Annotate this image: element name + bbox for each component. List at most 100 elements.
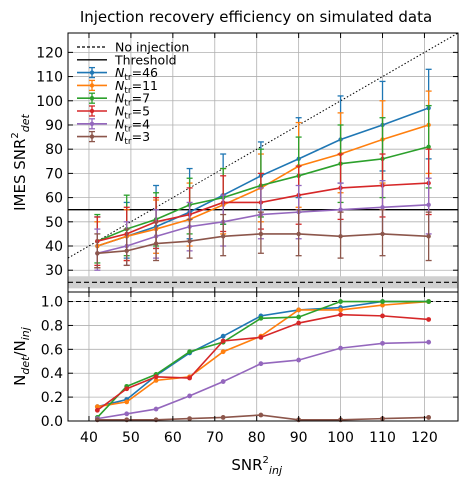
bottom-point-N5-6 xyxy=(296,320,302,326)
top-y-tick-label-7: 100 xyxy=(36,94,63,110)
top-y-tick-label-0: 30 xyxy=(45,263,63,279)
bottom-point-N4-1 xyxy=(124,411,130,417)
top-point-N3-6 xyxy=(296,231,301,237)
bottom-point-N4-8 xyxy=(380,340,385,346)
top-point-N3-9 xyxy=(426,234,431,239)
bottom-point-N3-5 xyxy=(258,412,264,418)
legend-label-N4-part: N xyxy=(115,116,125,131)
bottom-series-line-N11 xyxy=(97,300,429,408)
legend-marker-N7 xyxy=(89,96,95,101)
legend-label-N5-part: tr xyxy=(124,112,132,122)
bottom-point-N5-0 xyxy=(94,407,100,413)
bottom-y-tick-label-1: 0.2 xyxy=(41,390,63,406)
legend-label-N11-part: =11 xyxy=(132,78,158,93)
chart-title: Injection recovery efficiency on simulat… xyxy=(80,8,432,26)
legend-label-N46-part: N xyxy=(115,65,125,80)
bottom-point-N4-5 xyxy=(258,361,264,367)
top-y-tick-label-8: 110 xyxy=(36,70,63,86)
top-y-tick-label-4: 70 xyxy=(45,166,63,182)
legend-label-N7-part: =7 xyxy=(132,91,150,106)
legend-marker-N5 xyxy=(89,108,95,114)
legend-label-N46-part: =46 xyxy=(132,65,158,80)
legend-label-N11: Ntr=11 xyxy=(115,78,158,96)
legend-marker-N3 xyxy=(89,134,95,139)
bottom-point-N7-7 xyxy=(338,299,343,304)
bottom-point-N5-2 xyxy=(153,374,159,380)
bottom-point-N3-4 xyxy=(220,415,226,420)
legend-label-no_injection: No injection xyxy=(115,40,189,55)
legend-label-N5: Ntr=5 xyxy=(115,104,150,122)
bottom-point-N7-8 xyxy=(380,299,385,304)
identity-line xyxy=(67,32,459,259)
top-point-N3-8 xyxy=(380,231,385,237)
bottom-y-tick-label-5: 1.0 xyxy=(41,295,63,311)
bottom-y-axis-label-part: /N xyxy=(11,340,29,356)
x-axis-label: SNR2inj xyxy=(231,455,283,477)
bottom-point-N4-4 xyxy=(220,379,226,384)
top-point-N4-8 xyxy=(380,205,385,210)
top-point-N3-1 xyxy=(124,248,129,254)
top-point-N3-0 xyxy=(95,251,100,256)
bottom-point-N7-3 xyxy=(187,349,193,355)
top-y-tick-label-9: 120 xyxy=(36,45,63,61)
legend-label-N7-part: tr xyxy=(124,99,132,109)
legend-label-threshold: Threshold xyxy=(114,52,177,67)
top-series-line-N46 xyxy=(97,107,429,247)
bottom-point-N5-7 xyxy=(338,312,343,318)
top-point-N4-9 xyxy=(426,202,431,208)
bottom-series-line-N7 xyxy=(96,300,429,418)
bottom-y-tick-label-2: 0.4 xyxy=(41,366,63,382)
bottom-y-tick-label-3: 0.6 xyxy=(41,342,63,358)
legend-label-N11-part: tr xyxy=(124,86,132,96)
bottom-series-line-N5 xyxy=(96,313,429,411)
bottom-y-axis-label: Ndet/Ninj xyxy=(11,326,32,386)
bottom-point-N7-6 xyxy=(296,314,302,320)
x-tick-label-2: 60 xyxy=(164,430,182,446)
bottom-point-N5-1 xyxy=(124,386,130,392)
bottom-y-tick-label-4: 0.8 xyxy=(41,318,63,334)
bottom-point-N11-7 xyxy=(338,307,343,313)
bottom-point-N3-9 xyxy=(426,415,432,420)
legend-label-N4: Ntr=4 xyxy=(115,116,150,134)
legend-label-N4-part: tr xyxy=(124,124,132,134)
bottom-y-axis-label-part: N xyxy=(11,375,29,386)
bottom-point-N5-8 xyxy=(380,313,385,319)
bottom-point-N5-5 xyxy=(258,334,264,340)
top-point-N3-3 xyxy=(187,238,192,244)
bottom-point-N4-7 xyxy=(338,345,343,351)
top-series-line-N7 xyxy=(97,145,429,242)
top-series-line-N3 xyxy=(97,233,429,255)
bottom-point-N5-4 xyxy=(220,338,226,344)
top-point-N4-7 xyxy=(338,207,343,212)
x-tick-label-5: 90 xyxy=(290,430,308,446)
bottom-point-N7-5 xyxy=(258,315,264,321)
top-series-line-N4 xyxy=(97,204,429,255)
legend-label-N3-part: =3 xyxy=(132,129,150,144)
top-point-N3-7 xyxy=(338,234,343,239)
top-y-tick-label-3: 60 xyxy=(45,191,63,207)
legend-marker-N11 xyxy=(89,83,95,88)
bottom-y-tick-label-0: 0.0 xyxy=(41,414,63,430)
legend-label-N7-part: N xyxy=(115,91,125,106)
bottom-series-line-N3 xyxy=(97,414,429,421)
top-y-axis-label-part: det xyxy=(19,113,32,132)
legend-label-N46-part: tr xyxy=(124,73,132,83)
legend-marker-N46 xyxy=(89,70,95,75)
top-y-axis-label-part: IMES SNR xyxy=(11,139,29,211)
x-tick-label-7: 110 xyxy=(369,430,396,446)
bottom-point-N46-4 xyxy=(220,333,226,339)
x-tick-label-6: 100 xyxy=(327,430,354,446)
bottom-point-N11-2 xyxy=(153,377,159,383)
legend-label-N4-part: =4 xyxy=(132,116,150,131)
top-series-line-N11 xyxy=(97,124,429,247)
bottom-point-N4-6 xyxy=(296,357,302,363)
bottom-point-N11-0 xyxy=(94,404,100,410)
legend-label-N11-part: N xyxy=(115,78,125,93)
top-y-tick-label-1: 40 xyxy=(45,239,63,255)
top-y-tick-label-5: 80 xyxy=(45,142,63,158)
bottom-series-line-N4 xyxy=(97,341,429,420)
x-axis-label-part: SNR xyxy=(231,456,262,474)
legend-label-N3-part: tr xyxy=(124,137,132,147)
x-axis-label-part: inj xyxy=(269,464,283,477)
